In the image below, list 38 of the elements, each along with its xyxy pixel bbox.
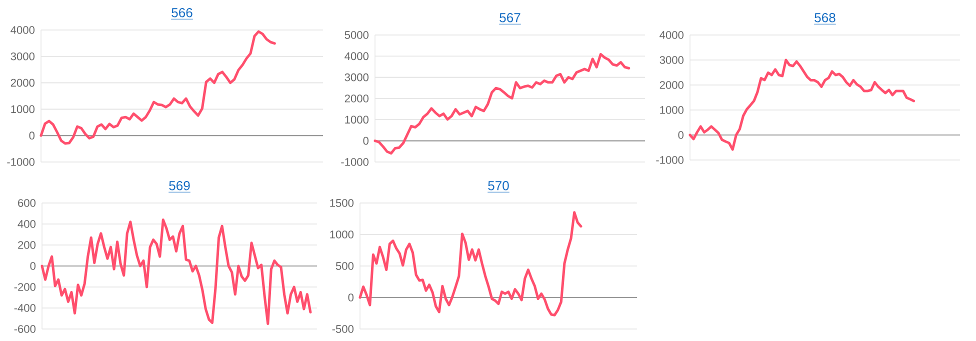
y-tick-label: 4000 [10, 26, 35, 34]
chart-title: 568 [814, 13, 836, 22]
y-tick-label: 3000 [660, 56, 684, 64]
y-tick-label: 1000 [660, 106, 684, 114]
y-tick-label: 2000 [10, 78, 35, 87]
y-tick-label: 3000 [10, 52, 35, 60]
chart-title: 570 [488, 181, 509, 190]
y-tick-label: 400 [18, 220, 36, 228]
line-series [358, 211, 582, 316]
y-tick-label: 500 [336, 262, 354, 270]
y-tick-label: 200 [18, 241, 36, 249]
y-tick-label: -500 [332, 325, 354, 333]
y-tick-label: 1000 [11, 105, 35, 114]
y-tick-label: -600 [14, 325, 36, 333]
y-tick-label: 3000 [344, 73, 369, 82]
chart-title: 567 [500, 13, 520, 22]
y-tick-label: -200 [14, 283, 36, 291]
y-tick-label: -1000 [7, 158, 35, 166]
y-tick-label: 1000 [345, 116, 369, 124]
chart-title: 566 [172, 8, 192, 18]
line-series [40, 30, 276, 145]
y-tick-label: 1000 [330, 230, 354, 238]
y-tick-label: 0 [29, 132, 35, 140]
y-tick-label: 2000 [660, 81, 684, 89]
y-tick-label: 0 [678, 131, 684, 139]
y-tick-label: 0 [348, 294, 354, 302]
y-tick-label: -400 [14, 304, 36, 312]
y-tick-label: -1000 [341, 158, 369, 166]
y-tick-label: 4000 [344, 52, 369, 60]
y-tick-label: 0 [30, 262, 36, 270]
y-tick-label: -1000 [656, 156, 684, 164]
y-tick-label: 600 [18, 199, 36, 207]
y-tick-label: 2000 [344, 94, 369, 102]
y-tick-label: 1500 [330, 199, 354, 207]
y-tick-label: 4000 [660, 31, 684, 39]
y-tick-label: 5000 [344, 31, 369, 39]
chart-title: 569 [169, 181, 190, 190]
y-tick-label: 0 [363, 136, 369, 145]
